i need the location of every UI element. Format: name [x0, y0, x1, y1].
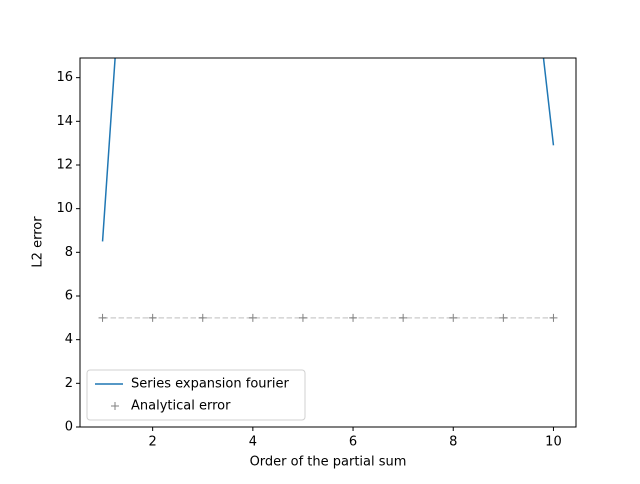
series-line — [101, 58, 555, 242]
legend-label: Analytical error — [131, 399, 231, 414]
y-tick-label: 12 — [56, 157, 73, 172]
x-tick-label: 10 — [545, 435, 562, 450]
axes-frame — [79, 57, 577, 428]
y-axis-label: L2 error — [31, 216, 46, 268]
x-tick-label: 6 — [349, 435, 357, 450]
x-tick-label: 8 — [449, 435, 457, 450]
y-tick-label: 2 — [65, 376, 73, 391]
x-axis-label: Order of the partial sum — [250, 455, 407, 470]
y-tick-label: 0 — [65, 420, 73, 435]
point-marker — [449, 313, 458, 322]
x-tick-label: 4 — [249, 435, 257, 450]
y-tick-label: 10 — [56, 201, 73, 216]
y-tick-label: 4 — [65, 332, 73, 347]
legend-box — [86, 369, 306, 421]
y-tick-label: 14 — [56, 114, 73, 129]
x-tick-label: 2 — [149, 435, 157, 450]
legend-label: Series expansion fourier — [131, 377, 289, 392]
point-marker — [98, 313, 107, 322]
y-tick-label: 6 — [65, 288, 73, 303]
point-marker — [248, 313, 257, 322]
point-marker — [148, 313, 157, 322]
point-marker — [198, 313, 207, 322]
y-tick-label: 8 — [65, 245, 73, 260]
y-tick-label: 16 — [56, 70, 73, 85]
point-marker — [399, 313, 408, 322]
plot-area — [98, 58, 558, 322]
point-marker — [549, 313, 558, 322]
point-marker — [349, 313, 358, 322]
point-marker — [499, 313, 508, 322]
legend-swatch — [111, 402, 119, 410]
point-marker — [298, 313, 307, 322]
